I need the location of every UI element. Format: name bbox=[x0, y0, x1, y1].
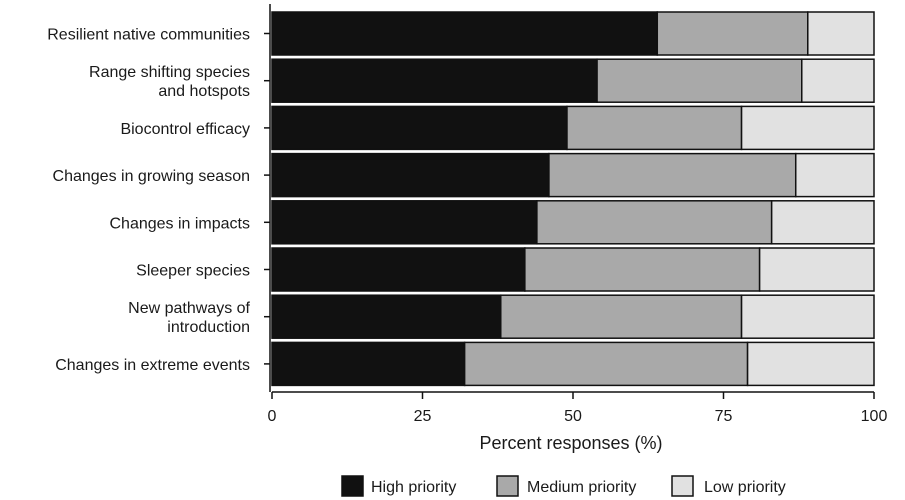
bar-medium-priority-0 bbox=[656, 11, 809, 56]
bar-low-priority-4 bbox=[770, 200, 875, 245]
y-tick-label-0: Resilient native communities bbox=[47, 27, 250, 44]
y-tick-label-1: Range shifting species and hotspots bbox=[89, 64, 250, 100]
bar-low-priority-1 bbox=[801, 58, 875, 103]
bar-high-priority-1 bbox=[271, 58, 598, 103]
bar-high-priority-0 bbox=[271, 11, 659, 56]
bar-medium-priority-6 bbox=[500, 294, 743, 339]
legend-swatch-low-priority bbox=[671, 475, 694, 497]
x-tick-label-2: 50 bbox=[564, 408, 582, 425]
bar-high-priority-6 bbox=[271, 294, 502, 339]
y-tick-label-2: Biocontrol efficacy bbox=[120, 121, 250, 138]
legend-swatch-high-priority bbox=[341, 475, 364, 497]
y-tick-label-7: Changes in extreme events bbox=[55, 357, 250, 374]
bar-low-priority-6 bbox=[740, 294, 875, 339]
legend-swatch-medium-priority bbox=[496, 475, 519, 497]
x-tick-label-1: 25 bbox=[414, 408, 432, 425]
bar-low-priority-3 bbox=[794, 152, 875, 198]
bar-medium-priority-4 bbox=[536, 200, 773, 245]
bar-medium-priority-2 bbox=[566, 105, 743, 151]
bar-high-priority-7 bbox=[271, 341, 466, 387]
bar-high-priority-4 bbox=[271, 200, 538, 245]
bar-high-priority-3 bbox=[271, 152, 550, 198]
bar-high-priority-5 bbox=[271, 247, 526, 292]
bars-group bbox=[271, 11, 875, 387]
y-tick-label-4: Changes in impacts bbox=[109, 215, 250, 232]
bar-low-priority-2 bbox=[740, 105, 875, 151]
x-axis-title: Percent responses (%) bbox=[479, 433, 662, 453]
y-tick-label-3: Changes in growing season bbox=[53, 168, 250, 185]
x-tick-label-0: 0 bbox=[268, 408, 277, 425]
bar-medium-priority-3 bbox=[548, 152, 797, 198]
legend-label-high-priority: High priority bbox=[371, 479, 456, 496]
bar-low-priority-7 bbox=[746, 341, 875, 387]
y-tick-label-6: New pathways of introduction bbox=[128, 300, 250, 336]
x-tick-label-4: 100 bbox=[861, 408, 888, 425]
bar-high-priority-2 bbox=[271, 105, 568, 151]
bar-medium-priority-1 bbox=[596, 58, 803, 103]
bar-medium-priority-7 bbox=[463, 341, 749, 387]
y-tick-label-5: Sleeper species bbox=[136, 263, 250, 280]
legend-label-medium-priority: Medium priority bbox=[527, 479, 636, 496]
bar-low-priority-0 bbox=[807, 11, 875, 56]
legend: High priority Medium priority Low priority bbox=[341, 475, 786, 497]
x-tick-label-3: 75 bbox=[715, 408, 733, 425]
bar-medium-priority-5 bbox=[524, 247, 761, 292]
bar-low-priority-5 bbox=[758, 247, 875, 292]
y-axis: Resilient native communities Range shifti… bbox=[47, 4, 271, 392]
x-axis: 0 25 50 75 100 bbox=[268, 391, 888, 425]
legend-label-low-priority: Low priority bbox=[704, 479, 786, 496]
